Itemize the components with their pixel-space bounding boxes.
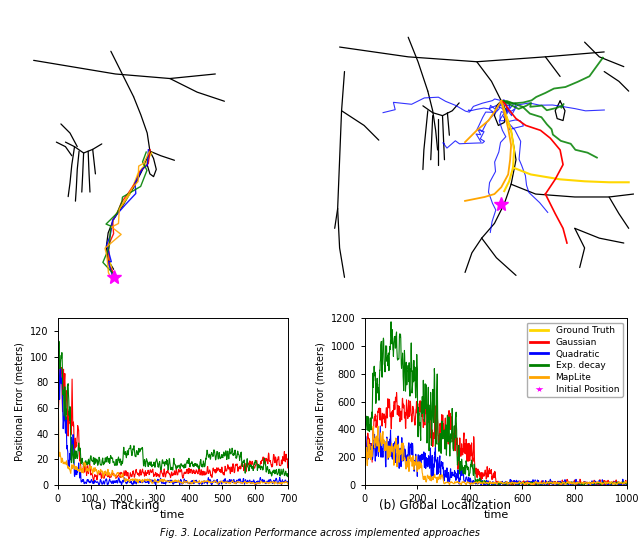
Text: Fig. 3. Localization Performance across implemented approaches: Fig. 3. Localization Performance across … [160, 528, 480, 538]
Text: (b) Global Localization: (b) Global Localization [379, 499, 511, 513]
Y-axis label: Positional Error (meters): Positional Error (meters) [316, 342, 326, 461]
Y-axis label: Positional Error (meters): Positional Error (meters) [15, 342, 24, 461]
X-axis label: time: time [160, 510, 186, 520]
Text: (a) Tracking: (a) Tracking [90, 499, 159, 513]
X-axis label: time: time [483, 510, 509, 520]
Legend: Ground Truth, Gaussian, Quadratic, Exp. decay, MapLite, Initial Position: Ground Truth, Gaussian, Quadratic, Exp. … [527, 322, 623, 397]
